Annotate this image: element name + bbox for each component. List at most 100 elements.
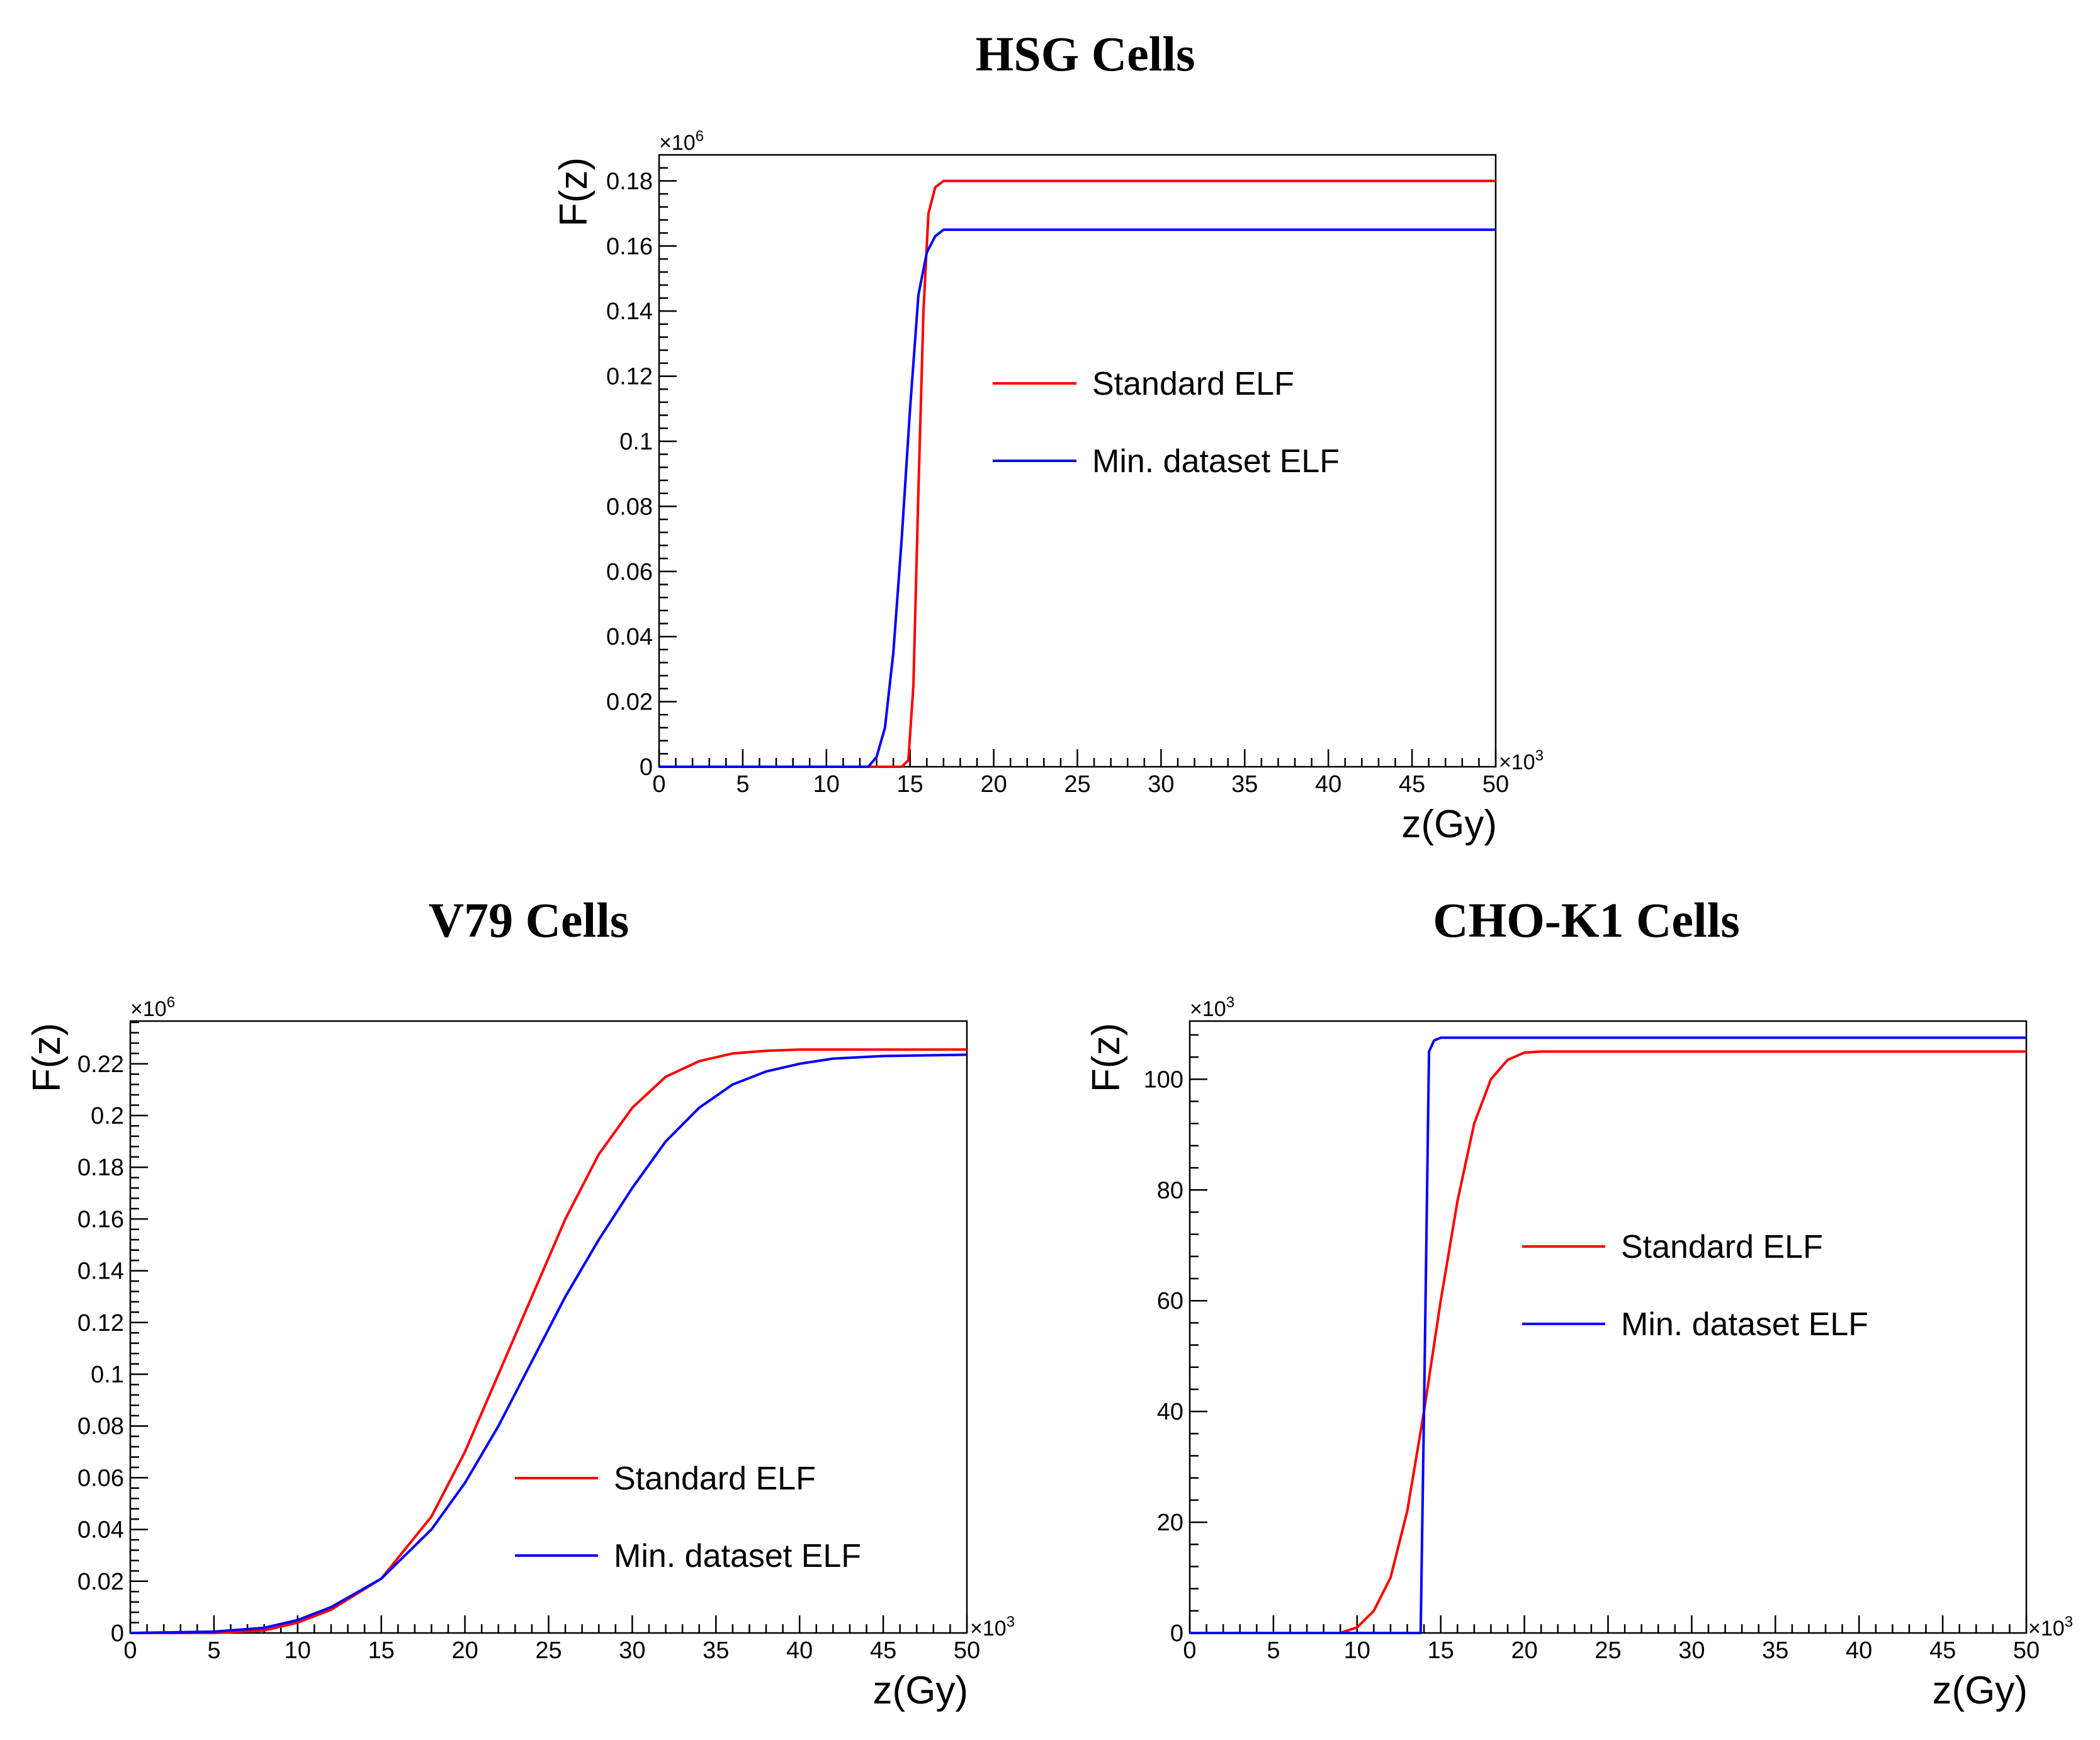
legend: Standard ELF Min. dataset ELF [515, 1460, 861, 1574]
x-tick-label: 50 [954, 1637, 980, 1664]
panel-cho-k1: CHO-K1 Cells F(z) z(Gy) ×103 ×103 0 5 10 15… [1085, 893, 2073, 1712]
y-tick-label: 80 [1157, 1177, 1183, 1204]
x-tick-label: 0 [123, 1637, 137, 1664]
x-axis-title: z(Gy) [1401, 803, 1497, 846]
x-tick-label: 5 [1267, 1637, 1280, 1664]
x-multiplier: ×103 [1499, 747, 1544, 774]
y-multiplier-exp: 3 [1226, 994, 1234, 1011]
series-group [659, 179, 1496, 768]
y-tick-label: 0.22 [77, 1051, 124, 1078]
y-tick-label: 0.12 [606, 364, 653, 390]
legend-label-min: Min. dataset ELF [614, 1538, 861, 1574]
x-tick-label: 30 [1148, 771, 1174, 798]
y-tick-label: 0.08 [77, 1413, 124, 1440]
y-multiplier-exp: 6 [696, 128, 704, 145]
x-tick-label: 5 [736, 771, 749, 798]
x-tick-label: 10 [1344, 1637, 1370, 1664]
x-tick-label: 40 [786, 1637, 813, 1664]
axis-ticks [1188, 1034, 2028, 1634]
panel-v79: V79 Cells F(z) z(Gy) ×106 ×103 0 5 10 15 20 2… [25, 893, 1015, 1712]
x-axis-title: z(Gy) [872, 1669, 968, 1712]
series-group [130, 1048, 968, 1634]
legend-label-standard: Standard ELF [1092, 366, 1294, 402]
x-tick-label: 15 [368, 1637, 395, 1664]
y-tick-label: 0.1 [91, 1362, 124, 1388]
y-tick-label: 0.04 [77, 1517, 124, 1544]
y-multiplier-base: ×10 [659, 131, 696, 155]
x-multiplier-base: ×10 [1499, 750, 1535, 774]
legend-label-standard: Standard ELF [1621, 1229, 1823, 1265]
series-line-standard-elf [130, 1048, 967, 1634]
y-multiplier-exp: 6 [167, 994, 175, 1011]
legend-label-standard: Standard ELF [614, 1460, 816, 1497]
y-tick-label: 0.02 [77, 1569, 124, 1595]
x-multiplier-exp: 3 [1007, 1613, 1015, 1630]
series-group [1190, 1036, 2026, 1634]
series-line-min-dataset-elf [659, 228, 1496, 768]
x-tick-label: 35 [703, 1637, 729, 1664]
y-tick-label: 0.1 [619, 429, 653, 455]
x-tick-label: 10 [285, 1637, 311, 1664]
y-tick-label: 0 [111, 1620, 124, 1647]
y-axis-title: F(z) [1085, 1023, 1128, 1092]
x-tick-label: 0 [652, 771, 665, 798]
y-tick-label: 0.18 [606, 168, 653, 195]
tick-labels: 0 5 10 15 20 25 30 35 40 45 50 0 0.02 0.04 0.06 0.08 0.1… [606, 168, 1509, 798]
x-multiplier-base: ×10 [970, 1617, 1007, 1641]
x-tick-label: 20 [980, 771, 1007, 798]
x-multiplier-base: ×10 [2028, 1617, 2065, 1641]
y-tick-label: 60 [1157, 1288, 1183, 1314]
y-tick-label: 0.08 [606, 494, 653, 520]
y-multiplier: ×106 [130, 994, 175, 1021]
x-tick-label: 40 [1846, 1637, 1872, 1664]
x-tick-label: 50 [2013, 1637, 2040, 1664]
axis-ticks [658, 167, 1497, 768]
y-tick-label: 0.06 [77, 1465, 124, 1491]
x-tick-label: 15 [1428, 1637, 1454, 1664]
x-tick-label: 25 [1595, 1637, 1621, 1664]
y-tick-label: 0.18 [77, 1155, 124, 1181]
y-tick-label: 20 [1157, 1510, 1183, 1536]
x-tick-label: 15 [897, 771, 923, 798]
x-tick-label: 20 [451, 1637, 478, 1664]
x-axis-title: z(Gy) [1932, 1669, 2028, 1712]
tick-labels: 0 5 10 15 20 25 30 35 40 45 50 0 20 40 60 80 100 [1144, 1066, 2040, 1664]
axis-ticks [129, 1021, 968, 1634]
x-tick-label: 20 [1511, 1637, 1537, 1664]
y-axis-title: F(z) [25, 1023, 69, 1092]
x-multiplier-exp: 3 [2065, 1613, 2073, 1630]
y-tick-label: 0.16 [77, 1206, 124, 1233]
y-tick-label: 0 [1170, 1620, 1183, 1647]
x-tick-label: 40 [1315, 771, 1341, 798]
x-tick-label: 45 [1399, 771, 1425, 798]
y-tick-label: 100 [1144, 1066, 1183, 1093]
y-tick-label: 0.06 [606, 559, 653, 585]
plot-frame [1188, 1020, 2028, 1634]
y-tick-label: 0.04 [606, 624, 653, 650]
y-tick-label: 0.12 [77, 1310, 124, 1336]
x-tick-label: 45 [870, 1637, 896, 1664]
y-tick-label: 40 [1157, 1399, 1183, 1425]
y-multiplier-base: ×10 [1190, 997, 1226, 1021]
x-tick-label: 0 [1183, 1637, 1196, 1664]
y-tick-label: 0.14 [606, 298, 653, 325]
x-multiplier: ×103 [2028, 1613, 2073, 1641]
panel-title: HSG Cells [976, 26, 1195, 81]
x-tick-label: 30 [619, 1637, 645, 1664]
y-multiplier-base: ×10 [130, 997, 167, 1021]
y-multiplier: ×106 [659, 128, 704, 155]
panel-title: V79 Cells [429, 893, 629, 947]
legend-label-min: Min. dataset ELF [1621, 1306, 1868, 1343]
x-tick-label: 35 [1762, 1637, 1788, 1664]
y-tick-label: 0.14 [77, 1258, 124, 1285]
plot-frame [658, 154, 1497, 768]
x-tick-label: 10 [813, 771, 840, 798]
series-line-min-dataset-elf [130, 1053, 968, 1634]
x-multiplier-exp: 3 [1535, 747, 1544, 764]
series-line-standard-elf [659, 179, 1496, 768]
legend-label-min: Min. dataset ELF [1092, 443, 1340, 480]
y-tick-label: 0.02 [606, 689, 653, 716]
series-line-standard-elf [1190, 1050, 2026, 1634]
x-tick-label: 35 [1231, 771, 1258, 798]
x-tick-label: 45 [1929, 1637, 1956, 1664]
